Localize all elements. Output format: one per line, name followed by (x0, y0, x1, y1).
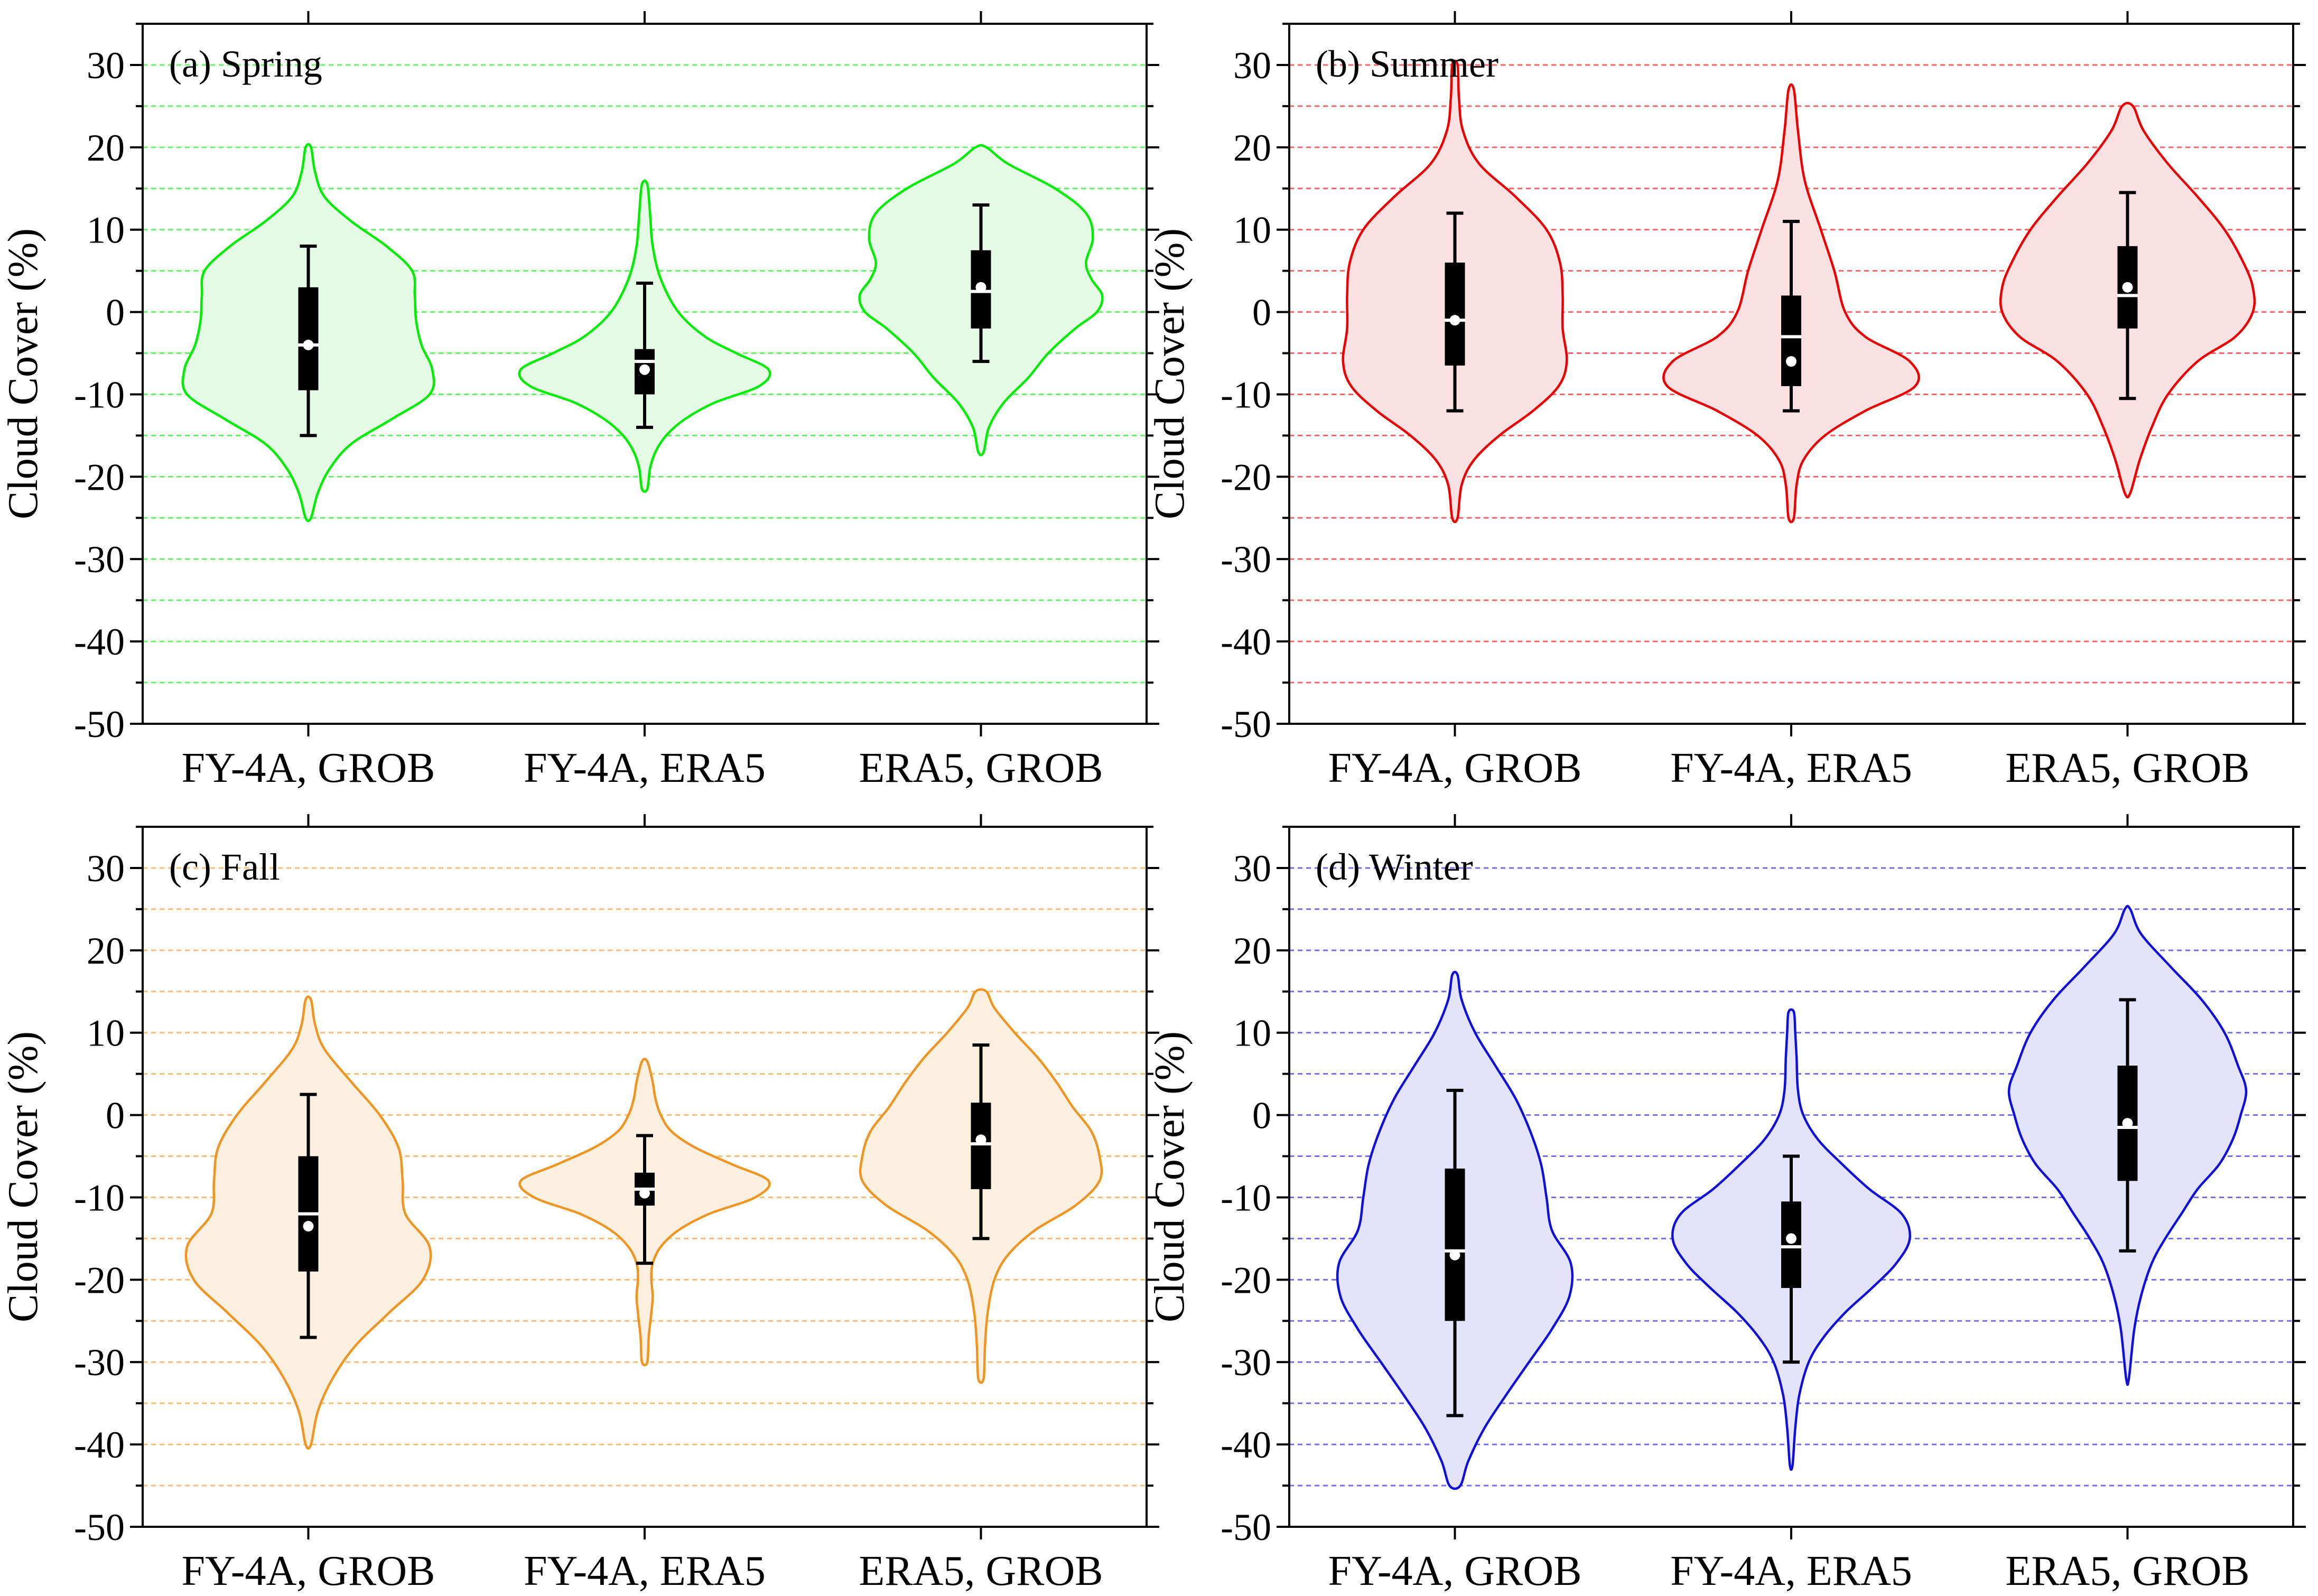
y-tick-label: 10 (87, 1012, 125, 1054)
y-tick-label: -20 (1221, 1259, 1271, 1301)
y-axis: 30 20 10 0 -10 -20 -30 -40 -50 (1221, 826, 2306, 1548)
panel-1: 30 20 10 0 -10 -20 -30 -40 -50 FY-4A, GROB FY-4A, … (0, 11, 1159, 791)
y-tick-label: -30 (1221, 1341, 1271, 1384)
y-axis: 30 20 10 0 -10 -20 -30 -40 -50 (1221, 23, 2306, 745)
mean-marker-2 (639, 364, 650, 375)
y-tick-label: -30 (74, 538, 125, 581)
y-tick-label: -40 (1221, 1424, 1271, 1466)
panel-4: 30 20 10 0 -10 -20 -30 -40 -50 FY-4A, GROB FY-4A, … (1147, 814, 2306, 1594)
x-category-label: ERA5, GROB (2005, 1548, 2249, 1594)
y-tick-label: -10 (74, 1177, 125, 1219)
iqr-box-1 (1445, 1168, 1465, 1321)
y-tick-label: -30 (1221, 538, 1271, 581)
iqr-box-2 (1781, 1201, 1801, 1288)
y-tick-label: 30 (1233, 44, 1271, 87)
x-category-label: ERA5, GROB (2005, 745, 2249, 791)
y-tick-label: 10 (87, 209, 125, 251)
x-category-label: FY-4A, ERA5 (1670, 1548, 1912, 1594)
x-category-label: FY-4A, ERA5 (1670, 745, 1912, 791)
x-category-label: FY-4A, GROB (1328, 745, 1581, 791)
x-category-label: FY-4A, ERA5 (524, 745, 766, 791)
y-tick-label: -40 (74, 621, 125, 663)
y-axis-title: Cloud Cover (%) (1147, 228, 1193, 519)
panel-title: (b) Summer (1316, 43, 1498, 85)
y-tick-label: -10 (74, 374, 125, 416)
x-category-label: FY-4A, ERA5 (524, 1548, 766, 1594)
mean-marker-3 (975, 282, 986, 293)
panel-3: 30 20 10 0 -10 -20 -30 -40 -50 FY-4A, GROB FY-4A, … (0, 814, 1159, 1594)
y-tick-label: -20 (74, 1259, 125, 1301)
mean-marker-3 (975, 1134, 986, 1145)
y-tick-label: 20 (87, 127, 125, 169)
mean-marker-2 (1786, 1233, 1796, 1244)
y-tick-label: 30 (87, 847, 125, 890)
iqr-box-2 (1781, 295, 1801, 386)
x-category-label: FY-4A, GROB (1328, 1548, 1581, 1594)
x-category-label: ERA5, GROB (859, 1548, 1103, 1594)
y-axis-title: Cloud Cover (%) (0, 1031, 46, 1322)
mean-marker-2 (1786, 356, 1796, 367)
iqr-box-3 (971, 1103, 991, 1189)
y-tick-label: 30 (87, 44, 125, 87)
iqr-box-1 (298, 287, 319, 390)
mean-marker-1 (303, 1221, 314, 1232)
panel-title: (a) Spring (169, 43, 322, 85)
y-tick-label: 10 (1233, 1012, 1271, 1054)
mean-marker-3 (2122, 1118, 2133, 1129)
y-tick-label: 20 (1233, 127, 1271, 169)
y-tick-label: 0 (106, 292, 125, 334)
y-tick-label: -40 (74, 1424, 125, 1466)
y-tick-label: 20 (1233, 930, 1271, 972)
y-tick-label: -20 (74, 456, 125, 498)
panel-title: (c) Fall (169, 846, 280, 888)
y-tick-label: -50 (74, 1506, 125, 1548)
y-axis: 30 20 10 0 -10 -20 -30 -40 -50 (74, 826, 1159, 1548)
iqr-box-1 (1445, 263, 1465, 366)
y-tick-label: -50 (1221, 1506, 1271, 1548)
x-category-label: FY-4A, GROB (181, 1548, 435, 1594)
y-tick-label: -50 (1221, 703, 1271, 745)
y-tick-label: 0 (1252, 1095, 1271, 1137)
y-tick-label: 0 (106, 1095, 125, 1137)
x-category-label: ERA5, GROB (859, 745, 1103, 791)
y-axis: 30 20 10 0 -10 -20 -30 -40 -50 (74, 23, 1159, 745)
y-tick-label: -10 (1221, 374, 1271, 416)
panel-2: 30 20 10 0 -10 -20 -30 -40 -50 FY-4A, GROB FY-4A, … (1147, 11, 2306, 791)
x-category-label: FY-4A, GROB (181, 745, 435, 791)
y-tick-label: -40 (1221, 621, 1271, 663)
mean-marker-1 (303, 339, 314, 350)
mean-marker-3 (2122, 282, 2133, 293)
y-tick-label: -50 (74, 703, 125, 745)
mean-marker-2 (639, 1188, 650, 1199)
panel-title: (d) Winter (1316, 846, 1473, 888)
y-axis-title: Cloud Cover (%) (0, 228, 46, 519)
y-tick-label: -30 (74, 1341, 125, 1384)
y-tick-label: 20 (87, 930, 125, 972)
y-tick-label: 0 (1252, 292, 1271, 334)
y-tick-label: 10 (1233, 209, 1271, 251)
y-tick-label: 30 (1233, 847, 1271, 890)
y-tick-label: -20 (1221, 456, 1271, 498)
mean-marker-1 (1449, 315, 1460, 326)
y-tick-label: -10 (1221, 1177, 1271, 1219)
mean-marker-1 (1449, 1249, 1460, 1261)
y-axis-title: Cloud Cover (%) (1147, 1031, 1193, 1322)
